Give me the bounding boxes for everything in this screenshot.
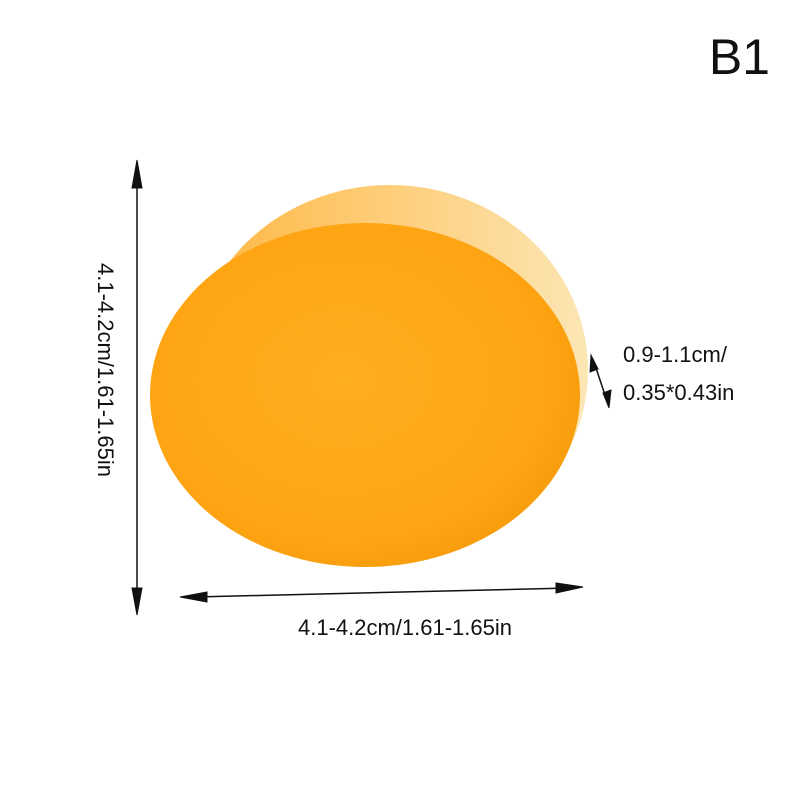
height-dimension-label: 4.1-4.2cm/1.61-1.65in <box>93 262 118 478</box>
height-arrow <box>131 159 143 616</box>
width-dimension-label: 4.1-4.2cm/1.61-1.65in <box>297 615 513 640</box>
soap-face <box>150 223 580 567</box>
thickness-label-in: 0.35*0.43in <box>623 380 735 405</box>
variant-label: B1 <box>708 29 770 85</box>
width-arrow <box>179 582 584 603</box>
thickness-arrow <box>589 353 612 409</box>
thickness-label-cm: 0.9-1.1cm/ <box>623 342 727 367</box>
